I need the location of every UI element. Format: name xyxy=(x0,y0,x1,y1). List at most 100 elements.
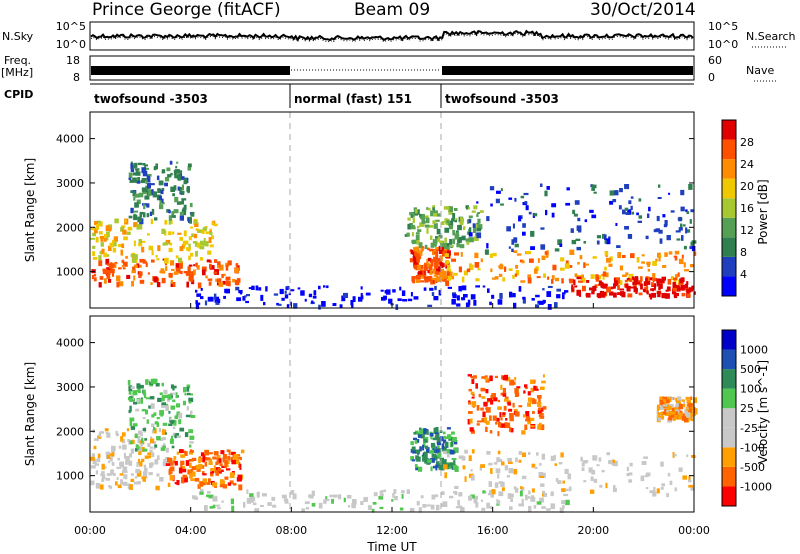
power-cell xyxy=(564,263,570,269)
power-cell xyxy=(164,176,170,182)
power-cell xyxy=(110,268,115,274)
power-cell xyxy=(467,220,470,224)
velocity-cell xyxy=(520,486,523,489)
velocity-cell xyxy=(101,478,105,482)
velocity-cell xyxy=(410,456,414,461)
velocity-cell xyxy=(211,468,215,474)
power-cell xyxy=(106,273,111,279)
velocity-cell xyxy=(94,438,99,441)
velocity-cell xyxy=(176,451,179,455)
power-cell xyxy=(105,225,110,232)
velocity-cell xyxy=(678,403,684,410)
velocity-cell xyxy=(657,414,661,421)
velocity-cell xyxy=(612,459,615,464)
power-cell xyxy=(676,285,680,291)
velocity-cell xyxy=(527,419,531,425)
power-cell xyxy=(624,207,629,211)
power-cell xyxy=(281,297,285,301)
velocity-cell xyxy=(141,437,144,444)
velocity-cell xyxy=(514,392,519,397)
power-cell xyxy=(104,233,108,238)
velocity-cell xyxy=(452,436,457,442)
velocity-cell xyxy=(470,376,475,379)
velocity-cell xyxy=(427,459,432,463)
velocity-cell xyxy=(224,464,227,469)
power-cell xyxy=(586,280,590,283)
power-cell xyxy=(533,213,538,217)
power-cell xyxy=(642,288,646,292)
power-colorbar-swatch xyxy=(722,237,736,257)
power-cell xyxy=(200,296,204,300)
velocity-cell xyxy=(411,446,416,452)
velocity-cell xyxy=(163,389,168,395)
velocity-cell xyxy=(227,482,231,486)
power-cell xyxy=(242,296,246,301)
power-cell xyxy=(459,221,464,225)
power-cell xyxy=(537,300,541,304)
power-cell xyxy=(147,192,152,196)
power-cell xyxy=(97,220,101,224)
power-cell xyxy=(448,220,454,227)
velocity-cell xyxy=(513,469,518,473)
velocity-cell xyxy=(130,425,136,430)
power-cell xyxy=(527,274,531,279)
power-cell xyxy=(632,282,637,286)
velocity-cell xyxy=(504,465,509,471)
velocity-cell xyxy=(170,392,173,399)
power-cell xyxy=(579,255,583,260)
velocity-cell xyxy=(516,386,521,389)
power-cell xyxy=(540,183,543,187)
velocity-cell xyxy=(351,503,356,509)
power-cell xyxy=(568,278,572,281)
velocity-cell xyxy=(305,507,310,510)
power-cell xyxy=(191,279,195,285)
power-cell xyxy=(638,292,643,296)
power-cell xyxy=(168,231,172,236)
power-cell xyxy=(419,280,425,283)
power-cell xyxy=(153,276,158,283)
power-cell xyxy=(687,293,691,298)
power-cell xyxy=(128,177,132,180)
velocity-cell xyxy=(537,401,542,407)
velocity-cell xyxy=(498,481,503,484)
velocity-cell xyxy=(502,412,506,416)
velocity-cell xyxy=(451,441,454,447)
velocity-cell xyxy=(441,459,447,464)
power-cell xyxy=(574,200,580,205)
power-cell xyxy=(413,264,418,268)
velocity-cell xyxy=(464,476,467,482)
power-cell xyxy=(447,250,451,256)
power-colorbar-swatch xyxy=(722,120,736,140)
velocity-cell xyxy=(442,439,447,444)
power-cell xyxy=(511,248,514,252)
velocity-cell xyxy=(524,386,528,390)
velocity-cell xyxy=(139,461,143,467)
power-cell xyxy=(170,282,173,287)
velocity-cell xyxy=(446,449,450,454)
velocity-cell xyxy=(222,457,226,463)
power-cell xyxy=(470,294,476,300)
power-ytick-label: 1000 xyxy=(56,266,84,279)
power-cell xyxy=(148,245,154,251)
velocity-cell xyxy=(167,398,170,402)
velocity-cell xyxy=(432,437,438,441)
velocity-cell xyxy=(132,390,138,396)
velocity-axes: 00:00 04:00 08:00 12:00 16:00 20:00 00:0010002… xyxy=(56,337,710,537)
velocity-cell xyxy=(208,458,212,465)
power-cell xyxy=(602,277,605,280)
velocity-cell xyxy=(148,472,153,476)
power-cell xyxy=(605,272,609,278)
power-cell xyxy=(138,274,142,279)
velocity-cell xyxy=(649,490,654,494)
velocity-cell xyxy=(692,397,698,404)
velocity-cell xyxy=(500,417,503,421)
power-cell xyxy=(509,291,513,298)
velocity-cell xyxy=(476,405,480,411)
power-cell xyxy=(193,269,196,274)
velocity-cell xyxy=(163,394,169,399)
velocity-colorbar-tick-label: -100 xyxy=(740,441,765,454)
velocity-cell xyxy=(180,454,186,458)
power-cell xyxy=(437,266,441,272)
velocity-cell xyxy=(115,433,119,437)
velocity-cell xyxy=(447,463,451,467)
